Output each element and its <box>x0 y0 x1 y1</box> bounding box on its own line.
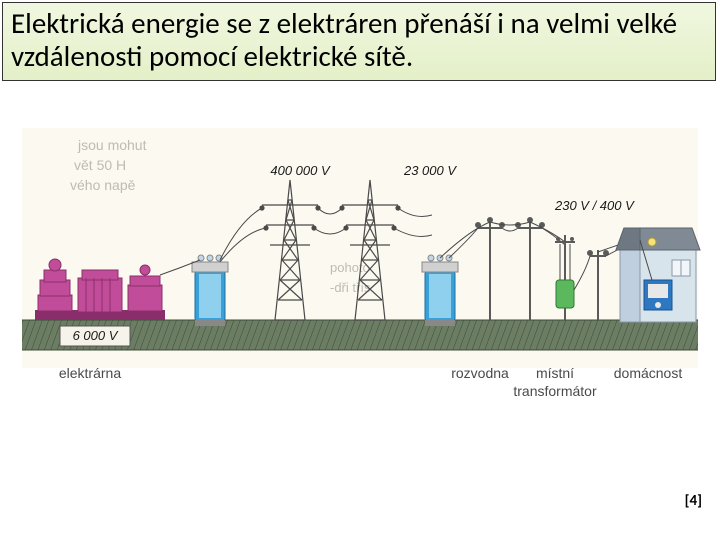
voltage-label-23000: 23 000 V <box>403 163 457 178</box>
svg-text:domácnost: domácnost <box>614 365 683 381</box>
svg-text:elektrárna: elektrárna <box>59 365 121 381</box>
reference-citation: [4] <box>685 492 702 510</box>
voltage-label-400000: 400 000 V <box>270 163 331 178</box>
voltage-label-6000: 6 000 V <box>60 326 130 346</box>
house <box>616 228 700 322</box>
grid-diagram: jsou mohutvět 50 Hvého napěpohoto-dři tř… <box>0 120 720 440</box>
voltage-label-230-400: 230 V / 400 V <box>554 198 635 213</box>
transformer-substation <box>422 255 458 326</box>
title-text: Elektrická energie se z elektráren přená… <box>11 7 707 74</box>
svg-text:rozvodna: rozvodna <box>451 365 509 381</box>
transformer-stepup <box>192 255 228 326</box>
svg-text:jsou mohut: jsou mohut <box>77 137 147 153</box>
svg-text:místní: místní <box>536 365 574 381</box>
title-box: Elektrická energie se z elektráren přená… <box>2 2 716 81</box>
svg-text:vého napě: vého napě <box>70 177 136 193</box>
svg-text:transformátor: transformátor <box>513 383 597 399</box>
svg-text:6 000 V: 6 000 V <box>73 328 119 343</box>
svg-text:-dři třís: -dři třís <box>330 280 371 295</box>
svg-text:vět 50 H: vět 50 H <box>74 157 126 173</box>
ground-labels: elektrárna rozvodna místní transformátor dom… <box>59 365 682 399</box>
